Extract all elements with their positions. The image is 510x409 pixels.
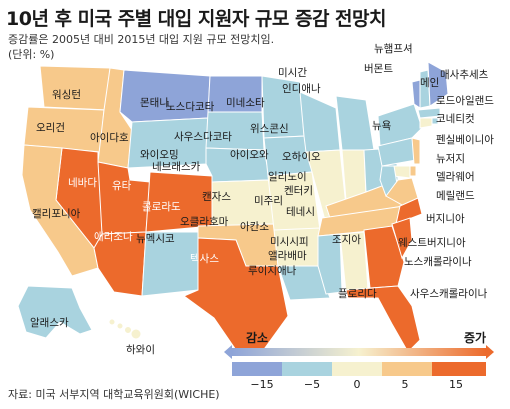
label-tennessee: 테네시 — [286, 206, 315, 218]
state-virginia — [385, 177, 419, 207]
page-title: 10년 후 미국 주별 대입 지원자 규모 증감 전망치 — [6, 8, 387, 30]
label-indiana: 인디애나 — [282, 83, 321, 95]
label-pennsylvania: 펜실베이니아 — [436, 134, 494, 146]
source-note: 자료: 미국 서부지역 대학교육위원회(WICHE) — [8, 388, 220, 401]
legend-swatch-strong-decrease — [232, 362, 282, 376]
label-rhode-island: 로드아일랜드 — [436, 94, 494, 107]
label-west-virginia: 웨스트버지니아 — [398, 237, 466, 249]
label-california: 캘리포니아 — [32, 208, 81, 220]
legend-arrow-right-icon — [486, 345, 494, 359]
label-south-carolina: 사우스캐롤라이나 — [410, 288, 488, 300]
label-illinois: 일리노이 — [268, 170, 307, 183]
label-florida: 플로리다 — [338, 288, 377, 300]
state-connecticut — [419, 117, 433, 129]
state-michigan — [335, 95, 375, 151]
legend-swatch-strong-increase — [432, 362, 486, 376]
label-north-dakota: 노스다코타 — [166, 101, 215, 113]
legend-tick: −15 — [250, 378, 273, 391]
label-new-york: 뉴욕 — [372, 120, 392, 132]
label-wisconsin: 위스콘신 — [250, 122, 289, 135]
state-delaware — [409, 165, 417, 177]
label-massachusetts: 매사추세츠 — [440, 69, 489, 81]
label-iowa: 아이오와 — [230, 149, 269, 161]
state-new-york — [377, 103, 423, 147]
label-washington: 워싱턴 — [52, 88, 81, 101]
label-new-jersey: 뉴저지 — [436, 153, 465, 165]
label-hawaii: 하와이 — [126, 343, 155, 356]
label-south-dakota: 사우스다코타 — [174, 131, 232, 143]
legend-swatch-neutral — [332, 362, 382, 376]
label-louisiana: 루이지애나 — [248, 265, 297, 277]
label-arizona: 애리조나 — [94, 231, 133, 243]
label-ohio: 오하이오 — [282, 150, 321, 163]
state-utah — [97, 161, 151, 235]
label-alaska: 알래스카 — [30, 317, 69, 329]
state-alaska — [17, 285, 93, 339]
state-washington — [39, 65, 111, 111]
state-louisiana — [277, 265, 331, 301]
label-maryland: 메릴랜드 — [436, 189, 475, 202]
label-maine: 메인 — [420, 77, 439, 89]
legend-decrease-label: 감소 — [246, 330, 268, 345]
state-south-carolina — [391, 217, 413, 260]
state-california — [21, 144, 99, 277]
unit-note: (단위: %) — [8, 48, 55, 61]
label-mississippi: 미시시피 — [270, 236, 309, 248]
state-north-carolina — [395, 197, 423, 225]
legend-tick: 15 — [449, 378, 463, 391]
label-minnesota: 미네소타 — [226, 97, 265, 109]
label-oklahoma: 오클라호마 — [180, 216, 229, 228]
subtitle: 증감률은 2005년 대비 2015년 대입 지원 규모 전망치임. — [8, 33, 275, 46]
legend-swatch-increase — [382, 362, 432, 376]
label-nevada: 네바다 — [68, 177, 97, 189]
label-georgia: 조지아 — [332, 234, 361, 246]
label-new-hampshire: 뉴햄프셔 — [374, 43, 413, 55]
label-new-mexico: 뉴멕시코 — [136, 233, 175, 245]
state-maine — [427, 61, 449, 107]
state-hawaii — [108, 318, 142, 340]
label-vermont: 버몬트 — [364, 63, 393, 75]
label-alabama: 앨라배마 — [268, 249, 307, 262]
label-connecticut: 코네티컷 — [436, 113, 475, 125]
legend-increase-label: 증가 — [464, 330, 486, 345]
state-new-jersey — [411, 137, 421, 165]
label-wyoming: 와이오밍 — [140, 149, 179, 161]
legend-gradient-arrow — [232, 348, 486, 356]
label-idaho: 아이다호 — [90, 132, 129, 144]
label-kansas: 캔자스 — [202, 191, 231, 203]
label-michigan: 미시간 — [278, 67, 307, 79]
state-montana — [119, 69, 211, 123]
legend: 감소 증가 −15 −5 0 5 15 — [224, 330, 494, 391]
state-indiana — [341, 149, 367, 201]
legend-tick: 5 — [402, 378, 409, 391]
label-kentucky: 켄터키 — [284, 185, 313, 197]
label-delaware: 델라웨어 — [436, 171, 475, 183]
state-mississippi — [317, 233, 343, 295]
label-colorado: 콜로라도 — [142, 201, 181, 213]
label-nebraska: 네브래스카 — [152, 161, 201, 173]
label-montana: 몬태나 — [140, 97, 169, 109]
legend-arrow-left-icon — [224, 345, 232, 359]
state-georgia — [363, 225, 405, 289]
label-missouri: 미주리 — [254, 195, 283, 207]
label-arkansas: 아칸소 — [240, 221, 269, 233]
state-massachusetts — [417, 107, 441, 119]
label-texas: 텍사스 — [190, 253, 219, 265]
label-oregon: 오리건 — [36, 122, 65, 134]
label-virginia: 버지니아 — [426, 213, 465, 225]
label-utah: 유타 — [112, 180, 132, 192]
legend-tick: 0 — [354, 378, 361, 391]
legend-swatch-decrease — [282, 362, 332, 376]
label-north-carolina: 노스캐롤라이나 — [404, 256, 472, 268]
legend-tick: −5 — [304, 378, 320, 391]
state-wisconsin — [299, 91, 341, 153]
